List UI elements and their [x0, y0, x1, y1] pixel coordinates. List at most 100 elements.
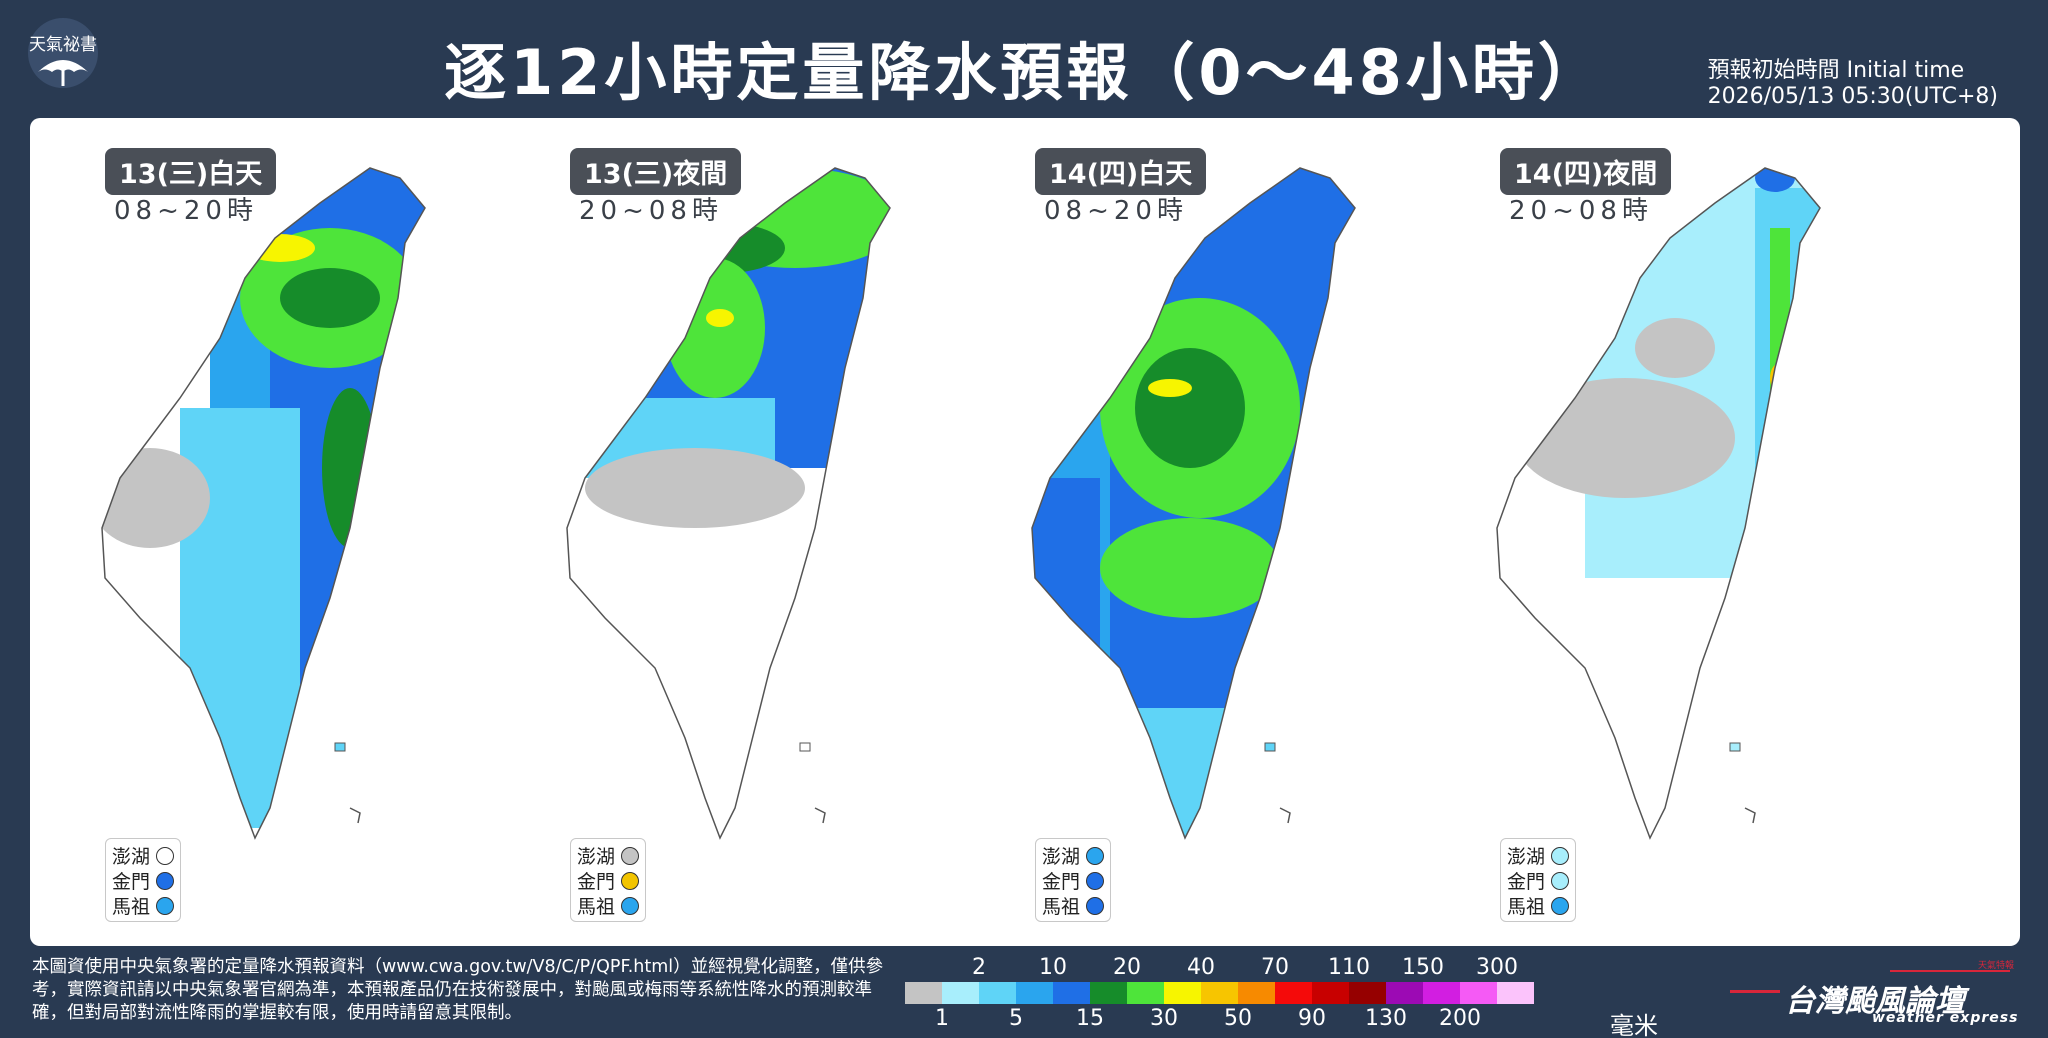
island-row: 馬祖 — [577, 893, 639, 918]
island-name: 澎湖 — [577, 846, 616, 868]
panel-3-islands-legend: 澎湖 金門 馬祖 — [1035, 838, 1111, 922]
island-row: 金門 — [1507, 868, 1569, 893]
logo-text: 天氣祕書 — [29, 35, 97, 55]
panel-3-hours: 08~20時 — [1044, 196, 1188, 226]
legend-lower-label: 90 — [1298, 1006, 1326, 1031]
panel-4-hours: 20~08時 — [1509, 196, 1653, 226]
island-name: 金門 — [577, 871, 616, 893]
island-row: 馬祖 — [1507, 893, 1569, 918]
legend-upper-label: 10 — [1039, 955, 1067, 980]
legend-lower-label: 15 — [1076, 1006, 1104, 1031]
legend-lower-label: 5 — [1009, 1006, 1023, 1031]
legend-swatch — [1423, 982, 1460, 1004]
legend-swatch — [1460, 982, 1497, 1004]
map-panel-1: 13(三)白天 08~20時 澎湖 金門 馬祖 — [30, 148, 500, 938]
legend-swatch — [1349, 982, 1386, 1004]
logo-badge: 天氣特報 — [1978, 961, 2015, 971]
panel-4-islands-legend: 澎湖 金門 馬祖 — [1500, 838, 1576, 922]
panel-2-hours: 20~08時 — [579, 196, 723, 226]
island-color-dot — [1086, 896, 1104, 915]
legend-swatch — [905, 982, 942, 1004]
panel-1-tag: 13(三)白天 — [105, 148, 277, 195]
island-row: 馬祖 — [112, 893, 174, 918]
island-color-dot — [156, 871, 174, 890]
umbrella-icon — [38, 60, 88, 86]
legend-upper-label: 300 — [1476, 955, 1518, 980]
island-name: 馬祖 — [1042, 896, 1081, 918]
map-panel-3: 14(四)白天 08~20時 澎湖 金門 馬祖 — [960, 148, 1430, 938]
map-panel-2: 13(三)夜間 20~08時 澎湖 金門 馬祖 — [495, 148, 965, 938]
logo-tianqi-mishu: 天氣祕書 — [22, 14, 104, 100]
initial-time-label: 預報初始時間 Initial time — [1707, 58, 1965, 83]
panel-3-tag: 14(四)白天 — [1035, 148, 1207, 195]
logo-stripe — [1890, 970, 2010, 972]
island-color-dot — [1086, 871, 1104, 890]
legend-lower-label: 30 — [1150, 1006, 1178, 1031]
island-name: 金門 — [1507, 871, 1546, 893]
legend-swatch — [942, 982, 979, 1004]
island-row: 金門 — [577, 868, 639, 893]
legend-color-bar — [905, 982, 1534, 1004]
island-row: 澎湖 — [112, 843, 174, 868]
logo-stripe — [1730, 990, 1780, 993]
taiwan-map — [1031, 167, 1356, 840]
taiwan-map — [566, 167, 891, 840]
legend-lower-label: 130 — [1365, 1006, 1407, 1031]
legend-swatch — [1275, 982, 1312, 1004]
legend-lower-label: 50 — [1224, 1006, 1252, 1031]
initial-time: 預報初始時間 Initial time 2026/05/13 05:30(UTC… — [1708, 58, 1998, 110]
island-color-dot — [1551, 846, 1569, 865]
legend-swatch — [1312, 982, 1349, 1004]
island-name: 馬祖 — [577, 896, 616, 918]
island-name: 馬祖 — [1507, 896, 1546, 918]
footnote: 本圖資使用中央氣象署的定量降水預報資料（www.cwa.gov.tw/V8/C/… — [32, 957, 884, 1023]
legend-upper-label: 20 — [1113, 955, 1141, 980]
taiwan-map — [101, 167, 426, 840]
island-color-dot — [1551, 896, 1569, 915]
maps-panel: 13(三)白天 08~20時 澎湖 金門 馬祖 — [30, 118, 2020, 946]
island-name: 馬祖 — [112, 896, 151, 918]
legend-swatch — [1164, 982, 1201, 1004]
island-name: 澎湖 — [112, 846, 151, 868]
legend-swatch — [1090, 982, 1127, 1004]
legend-swatch — [979, 982, 1016, 1004]
legend-swatch — [1127, 982, 1164, 1004]
legend-upper-label: 40 — [1187, 955, 1215, 980]
taiwan-map — [1496, 167, 1821, 840]
legend-swatch — [1201, 982, 1238, 1004]
legend-swatch — [1497, 982, 1534, 1004]
logo-name: 台灣颱風論壇 — [1785, 984, 1965, 1019]
island-color-dot — [621, 896, 639, 915]
panel-2-tag: 13(三)夜間 — [570, 148, 742, 195]
legend-unit: 毫米 — [1610, 1012, 1658, 1038]
legend-upper-label: 110 — [1328, 955, 1370, 980]
page-title: 逐12小時定量降水預報（0～48小時） — [444, 36, 1604, 109]
island-name: 金門 — [112, 871, 151, 893]
island-name: 澎湖 — [1507, 846, 1546, 868]
logo-sub: weather express — [1872, 1010, 2019, 1026]
island-name: 金門 — [1042, 871, 1081, 893]
panel-4-tag: 14(四)夜間 — [1500, 148, 1672, 195]
island-row: 馬祖 — [1042, 893, 1104, 918]
legend-swatch — [1053, 982, 1090, 1004]
island-color-dot — [1086, 846, 1104, 865]
legend-swatch — [1238, 982, 1275, 1004]
island-row: 澎湖 — [1042, 843, 1104, 868]
logo-typhoon-forum: 台灣颱風論壇 weather express 天氣特報 — [1730, 961, 2020, 1028]
legend-upper-label: 70 — [1261, 955, 1289, 980]
panel-1-hours: 08~20時 — [114, 196, 258, 226]
legend-swatch — [1386, 982, 1423, 1004]
island-color-dot — [621, 846, 639, 865]
map-panel-4: 14(四)夜間 20~08時 澎湖 金門 馬祖 — [1425, 148, 1895, 938]
island-row: 金門 — [112, 868, 174, 893]
island-color-dot — [1551, 871, 1569, 890]
legend-upper-label: 2 — [972, 955, 986, 980]
island-color-dot — [621, 871, 639, 890]
legend-lower-label: 1 — [935, 1006, 949, 1031]
island-color-dot — [156, 896, 174, 915]
island-row: 金門 — [1042, 868, 1104, 893]
island-name: 澎湖 — [1042, 846, 1081, 868]
legend-lower-label: 200 — [1439, 1006, 1481, 1031]
island-row: 澎湖 — [1507, 843, 1569, 868]
initial-time-value: 2026/05/13 05:30(UTC+8) — [1707, 84, 1998, 109]
